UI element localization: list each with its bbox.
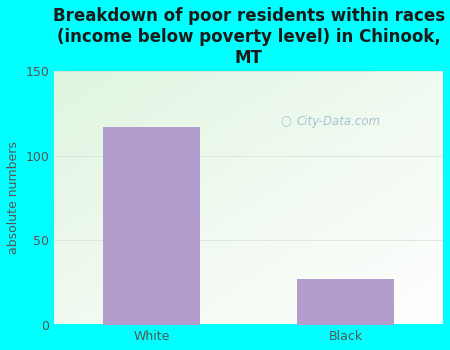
Y-axis label: absolute numbers: absolute numbers <box>7 142 20 254</box>
Text: ○: ○ <box>280 115 291 128</box>
Bar <box>297 279 395 325</box>
Text: City-Data.com: City-Data.com <box>296 115 380 128</box>
Title: Breakdown of poor residents within races
(income below poverty level) in Chinook: Breakdown of poor residents within races… <box>53 7 445 66</box>
Bar <box>103 127 200 325</box>
